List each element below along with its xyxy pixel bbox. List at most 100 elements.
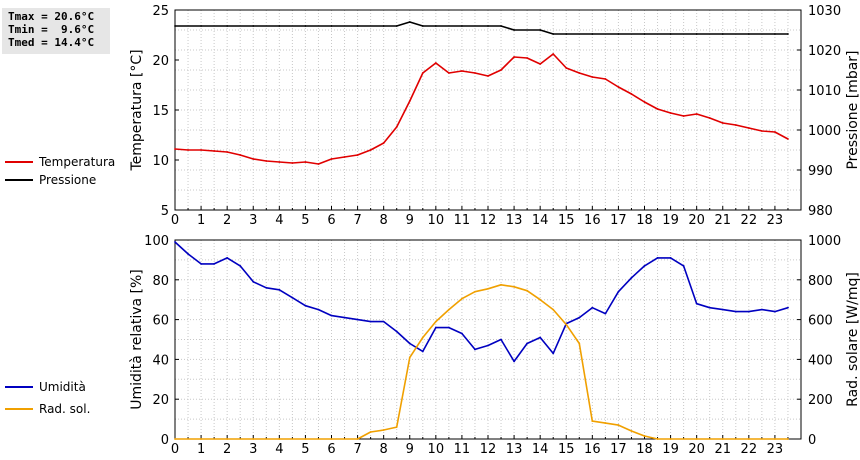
data-point xyxy=(747,310,750,313)
y2-tick-label: 0 xyxy=(808,433,816,448)
y-tick-label: 80 xyxy=(152,274,169,289)
x-tick-label: 14 xyxy=(532,213,549,228)
data-point xyxy=(734,310,737,313)
data-point xyxy=(278,438,281,440)
y2-tick-label: 600 xyxy=(808,314,833,329)
x-tick-label: 14 xyxy=(532,442,549,457)
data-point xyxy=(356,154,359,156)
data-point xyxy=(682,115,685,117)
x-tick-label: 22 xyxy=(741,213,758,228)
data-point xyxy=(747,33,750,35)
x-tick-label: 0 xyxy=(171,442,179,457)
x-tick-label: 4 xyxy=(275,442,283,457)
data-point xyxy=(421,25,424,27)
x-tick-label: 3 xyxy=(249,213,257,228)
data-point xyxy=(447,308,450,311)
data-point xyxy=(695,438,698,440)
data-point xyxy=(656,438,659,440)
x-tick-label: 18 xyxy=(636,442,653,457)
data-point xyxy=(200,25,202,27)
y-tick-label: 25 xyxy=(152,4,169,19)
data-point xyxy=(721,438,724,440)
x-tick-label: 5 xyxy=(301,213,309,228)
data-point xyxy=(591,306,594,309)
data-point xyxy=(474,348,476,351)
x-tick-label: 2 xyxy=(223,213,231,228)
data-point xyxy=(304,25,307,27)
data-point xyxy=(552,33,555,35)
data-point xyxy=(474,72,476,74)
data-point xyxy=(760,130,763,132)
data-point xyxy=(721,122,724,124)
data-point xyxy=(682,264,685,267)
data-point xyxy=(656,108,659,110)
legend-label: Pressione xyxy=(39,173,96,187)
data-point xyxy=(447,72,450,74)
data-point xyxy=(317,163,320,165)
data-point xyxy=(695,302,698,305)
data-point xyxy=(252,438,255,440)
data-point xyxy=(500,338,502,341)
data-point xyxy=(617,33,620,35)
data-point xyxy=(513,29,515,31)
y2-tick-label: 800 xyxy=(808,274,833,289)
chart-panel-2: 0 1 2 3 4 5 6 7 8 9 10 11 12 13 14 15 16 17 18 19 20 21 22 2302… xyxy=(5,234,860,457)
x-tick-label: 21 xyxy=(714,442,731,457)
data-point xyxy=(643,435,646,437)
data-point xyxy=(552,352,555,355)
series-line-2-1 xyxy=(174,241,789,363)
data-point xyxy=(252,25,255,27)
y2-tick-label: 1010 xyxy=(808,84,841,99)
data-point xyxy=(787,306,789,309)
x-tick-label: 7 xyxy=(353,213,361,228)
data-point xyxy=(369,320,372,323)
data-point xyxy=(604,422,607,424)
stats-summary: Tmax = 20.6°C Tmin = 9.6°C Tmed = 14.4°C xyxy=(2,8,110,54)
data-point xyxy=(565,323,568,326)
data-point xyxy=(252,158,255,160)
data-point xyxy=(226,151,229,153)
data-point xyxy=(421,72,424,74)
data-point xyxy=(604,78,607,80)
data-point xyxy=(487,75,489,77)
x-tick-label: 18 xyxy=(636,213,653,228)
x-tick-label: 3 xyxy=(249,442,257,457)
data-point xyxy=(513,360,515,363)
y-tick-label: 100 xyxy=(144,234,169,249)
data-point xyxy=(500,69,502,71)
tmed-stat: Tmed = 14.4°C xyxy=(8,36,95,49)
data-point xyxy=(487,25,489,27)
data-point xyxy=(474,290,476,293)
data-point xyxy=(643,101,646,103)
data-point xyxy=(304,438,307,440)
data-point xyxy=(252,280,255,283)
data-point xyxy=(200,262,202,265)
data-point xyxy=(278,161,281,163)
data-point xyxy=(291,162,294,164)
data-point xyxy=(200,438,202,440)
data-point xyxy=(539,298,542,301)
data-point xyxy=(578,316,581,319)
data-point xyxy=(330,25,333,27)
data-point xyxy=(343,156,346,158)
x-tick-label: 22 xyxy=(741,442,758,457)
data-point xyxy=(421,350,424,353)
data-point xyxy=(187,253,189,255)
x-tick-label: 10 xyxy=(428,213,445,228)
data-point xyxy=(330,438,333,440)
data-point xyxy=(708,117,711,119)
series-line-1-1 xyxy=(174,53,789,165)
data-point xyxy=(695,113,698,115)
data-point xyxy=(265,286,268,289)
y-tick-label: 40 xyxy=(152,353,169,368)
data-point xyxy=(382,142,385,144)
data-point xyxy=(669,112,672,114)
data-point xyxy=(265,160,268,162)
data-point xyxy=(591,76,594,78)
data-point xyxy=(434,320,437,323)
data-point xyxy=(447,326,450,329)
data-point xyxy=(669,438,672,440)
data-point xyxy=(565,67,568,69)
data-point xyxy=(760,308,763,311)
